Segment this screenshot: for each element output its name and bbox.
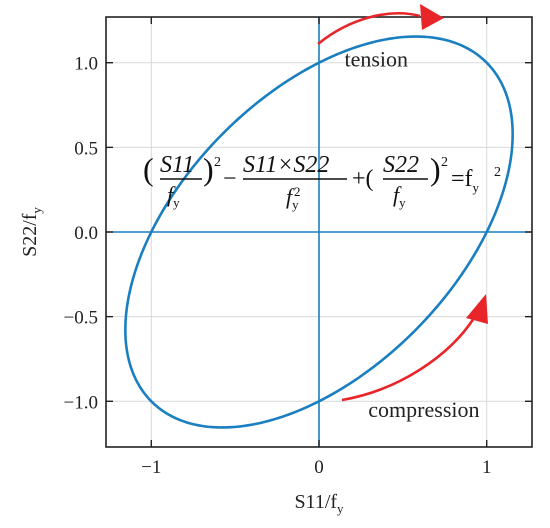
direction-arrows xyxy=(317,4,488,402)
ticks xyxy=(106,17,532,447)
eq-term1-exponent: 2 xyxy=(214,155,221,170)
compression-arrow-head xyxy=(466,294,488,324)
reference-lines xyxy=(106,17,532,447)
eq-term2-denominator: fy xyxy=(286,184,299,212)
eq-term3-exponent: 2 xyxy=(441,155,448,170)
eq-paren-close-1: ) xyxy=(203,151,214,187)
eq-minus: − xyxy=(223,166,237,192)
y-tick-label-3: 0.5 xyxy=(74,138,98,159)
eq-term3-denominator: fy xyxy=(393,182,406,210)
curve-layer xyxy=(124,35,514,429)
y-tick-label-2: 0.0 xyxy=(74,223,98,244)
eq-rhs-exponent: 2 xyxy=(494,165,501,180)
x-tick-label-0: −1 xyxy=(141,457,161,478)
x-axis-title: S11/fy xyxy=(294,491,344,516)
yield-equation: ( S11 fy ) 2 − S11×S22 fy 2 +( S22 fy ) … xyxy=(143,151,501,212)
x-tick-label-2: 1 xyxy=(482,457,492,478)
compression-arrow-shaft xyxy=(341,317,476,402)
tick-labels: −1 0 1 −1.0 −0.5 0.0 0.5 1.0 xyxy=(64,54,492,478)
eq-rhs: =fy xyxy=(451,166,480,195)
eq-plus-paren: +( xyxy=(352,166,374,192)
eq-term1-denominator: fy xyxy=(167,182,180,210)
eq-paren-close-3: ) xyxy=(430,151,441,187)
yield-ellipse-curve xyxy=(124,35,514,429)
annotations: tension compression xyxy=(344,46,479,421)
y-tick-label-1: −0.5 xyxy=(64,308,98,329)
tension-arrow-head xyxy=(420,4,444,30)
y-tick-label-4: 1.0 xyxy=(74,54,98,75)
tension-arrow-shaft xyxy=(317,12,421,46)
eq-term1-numerator: S11 xyxy=(160,152,194,178)
eq-term2-numerator: S11×S22 xyxy=(243,152,329,178)
y-tick-label-0: −1.0 xyxy=(64,392,98,413)
x-tick-label-1: 0 xyxy=(314,457,324,478)
y-axis-title: S22/fy xyxy=(19,207,44,257)
eq-term2-den-exponent: 2 xyxy=(294,184,301,199)
annotation-compression: compression xyxy=(368,397,479,422)
eq-term3-numerator: S22 xyxy=(383,152,419,178)
annotation-tension: tension xyxy=(344,46,408,71)
eq-paren-open-1: ( xyxy=(143,151,154,187)
